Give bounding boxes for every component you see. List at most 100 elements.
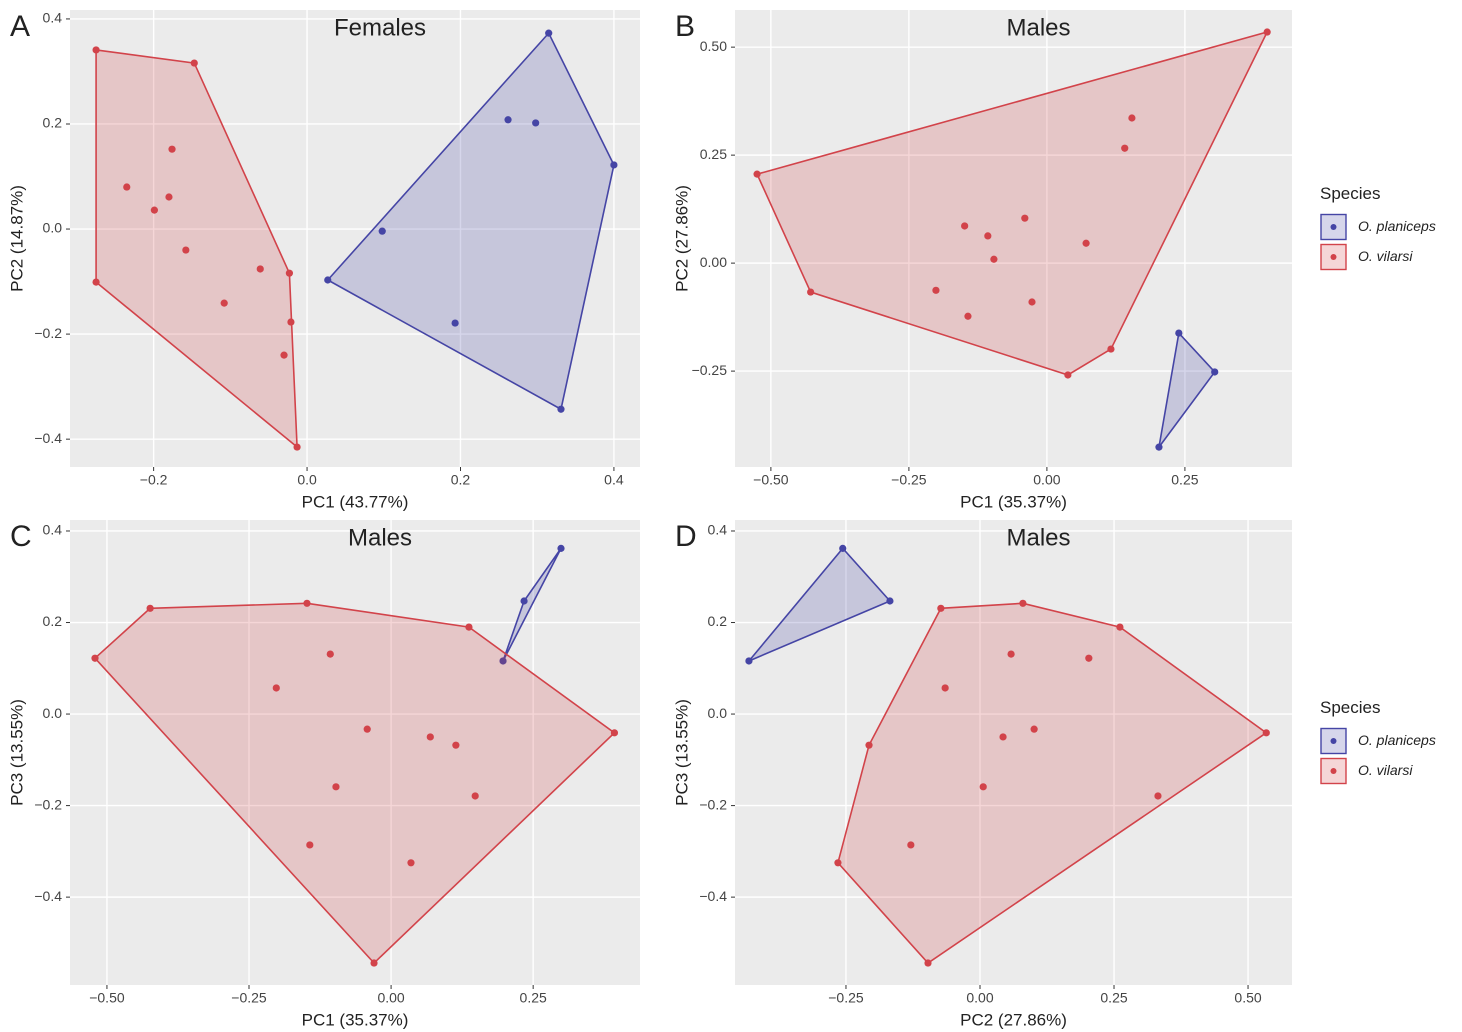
point: [324, 276, 332, 284]
point: [293, 443, 301, 451]
y-tick-label: −0.25: [692, 362, 728, 378]
panel-title: Males: [1006, 14, 1070, 41]
x-axis-label: PC1 (43.77%): [302, 492, 409, 511]
point: [256, 265, 264, 273]
point: [924, 959, 932, 967]
point: [1030, 725, 1038, 733]
hull: [755, 30, 1269, 376]
point: [465, 623, 473, 631]
point: [1019, 599, 1027, 607]
point: [1262, 729, 1270, 737]
legend-point: [1330, 768, 1337, 774]
point: [807, 288, 815, 296]
point: [370, 959, 378, 967]
point: [452, 741, 460, 749]
panel-title: Males: [1006, 524, 1070, 551]
point: [545, 29, 553, 37]
point: [520, 597, 528, 605]
y-tick-label: 0.4: [43, 522, 63, 538]
plot-background: [70, 10, 640, 467]
hull: [748, 547, 892, 662]
point: [1085, 654, 1093, 662]
point: [363, 725, 371, 733]
point: [834, 859, 842, 867]
point: [865, 741, 873, 749]
panel-letter: D: [675, 520, 697, 553]
point: [1107, 345, 1115, 353]
panel: −0.50 −0.25 0.00 0.25 −0.25 0.00 0.25 0.50 Males…: [672, 10, 1435, 512]
panel-letter: C: [10, 520, 32, 553]
point: [471, 792, 479, 800]
x-axis-label: PC1 (35.37%): [302, 1010, 409, 1029]
x-tick-label: 0.2: [451, 472, 471, 488]
x-tick-label: 0.50: [1234, 990, 1261, 1006]
point: [165, 193, 173, 201]
point: [1263, 28, 1271, 36]
point: [306, 841, 314, 849]
y-tick-label: 0.50: [700, 38, 727, 54]
point: [451, 319, 459, 327]
point: [285, 269, 294, 277]
y-tick-label: 0.0: [708, 705, 728, 721]
y-tick-label: 0.2: [43, 115, 63, 131]
point: [280, 351, 288, 359]
y-axis-label: PC2 (14.87%): [7, 185, 26, 292]
x-axis-label: PC1 (35.37%): [960, 492, 1067, 511]
hull: [1158, 331, 1216, 448]
y-tick-label: 0.25: [700, 146, 727, 162]
point: [407, 859, 415, 867]
y-axis-label: PC2 (27.86%): [672, 185, 691, 292]
point: [753, 170, 761, 178]
x-tick-label: −0.50: [753, 472, 789, 488]
point: [150, 206, 158, 214]
legend-label: O. planiceps: [1358, 218, 1436, 234]
x-axis-label: PC2 (27.86%): [960, 1010, 1067, 1029]
y-tick-label: −0.4: [34, 888, 62, 904]
point: [146, 604, 154, 612]
y-axis-label: PC3 (13.55%): [7, 699, 26, 806]
point: [1028, 298, 1036, 306]
point: [1007, 650, 1015, 658]
legend-key: [1320, 213, 1347, 241]
point: [745, 657, 753, 665]
point: [220, 299, 228, 307]
point: [937, 604, 945, 612]
plot-background: [735, 10, 1292, 467]
panel: −0.25 0.00 0.25 0.50 −0.4 −0.2 0.0 0.2 0.4 Males D…: [672, 520, 1435, 1030]
point: [990, 255, 998, 263]
x-tick-label: −0.25: [828, 990, 864, 1006]
y-tick-label: −0.2: [699, 796, 727, 812]
x-tick-label: −0.25: [231, 990, 267, 1006]
point: [984, 232, 992, 240]
point: [961, 222, 969, 230]
point: [287, 318, 295, 326]
point: [932, 286, 940, 294]
point: [378, 227, 386, 235]
x-tick-label: 0.00: [1033, 472, 1060, 488]
point: [1121, 144, 1129, 152]
x-tick-label: −0.2: [140, 472, 168, 488]
point: [1211, 368, 1219, 376]
point: [1064, 371, 1072, 379]
point: [303, 599, 311, 607]
y-tick-label: −0.4: [34, 430, 62, 446]
point: [532, 119, 540, 127]
legend-label: O. vilarsi: [1358, 762, 1413, 778]
y-tick-label: 0.2: [708, 613, 728, 629]
legend-point: [1330, 254, 1337, 260]
point: [979, 783, 987, 791]
point: [504, 116, 512, 124]
legend-point: [1330, 224, 1337, 230]
x-tick-label: −0.50: [89, 990, 125, 1006]
x-tick-label: 0.25: [1171, 472, 1198, 488]
plot-background: [735, 520, 1292, 985]
panel-title: Males: [348, 524, 412, 551]
x-tick-label: 0.00: [377, 990, 404, 1006]
y-tick-label: 0.4: [43, 10, 63, 26]
point: [610, 729, 619, 737]
plot-background: [70, 520, 640, 985]
point: [557, 405, 565, 413]
point: [1175, 329, 1183, 337]
point: [999, 733, 1007, 741]
